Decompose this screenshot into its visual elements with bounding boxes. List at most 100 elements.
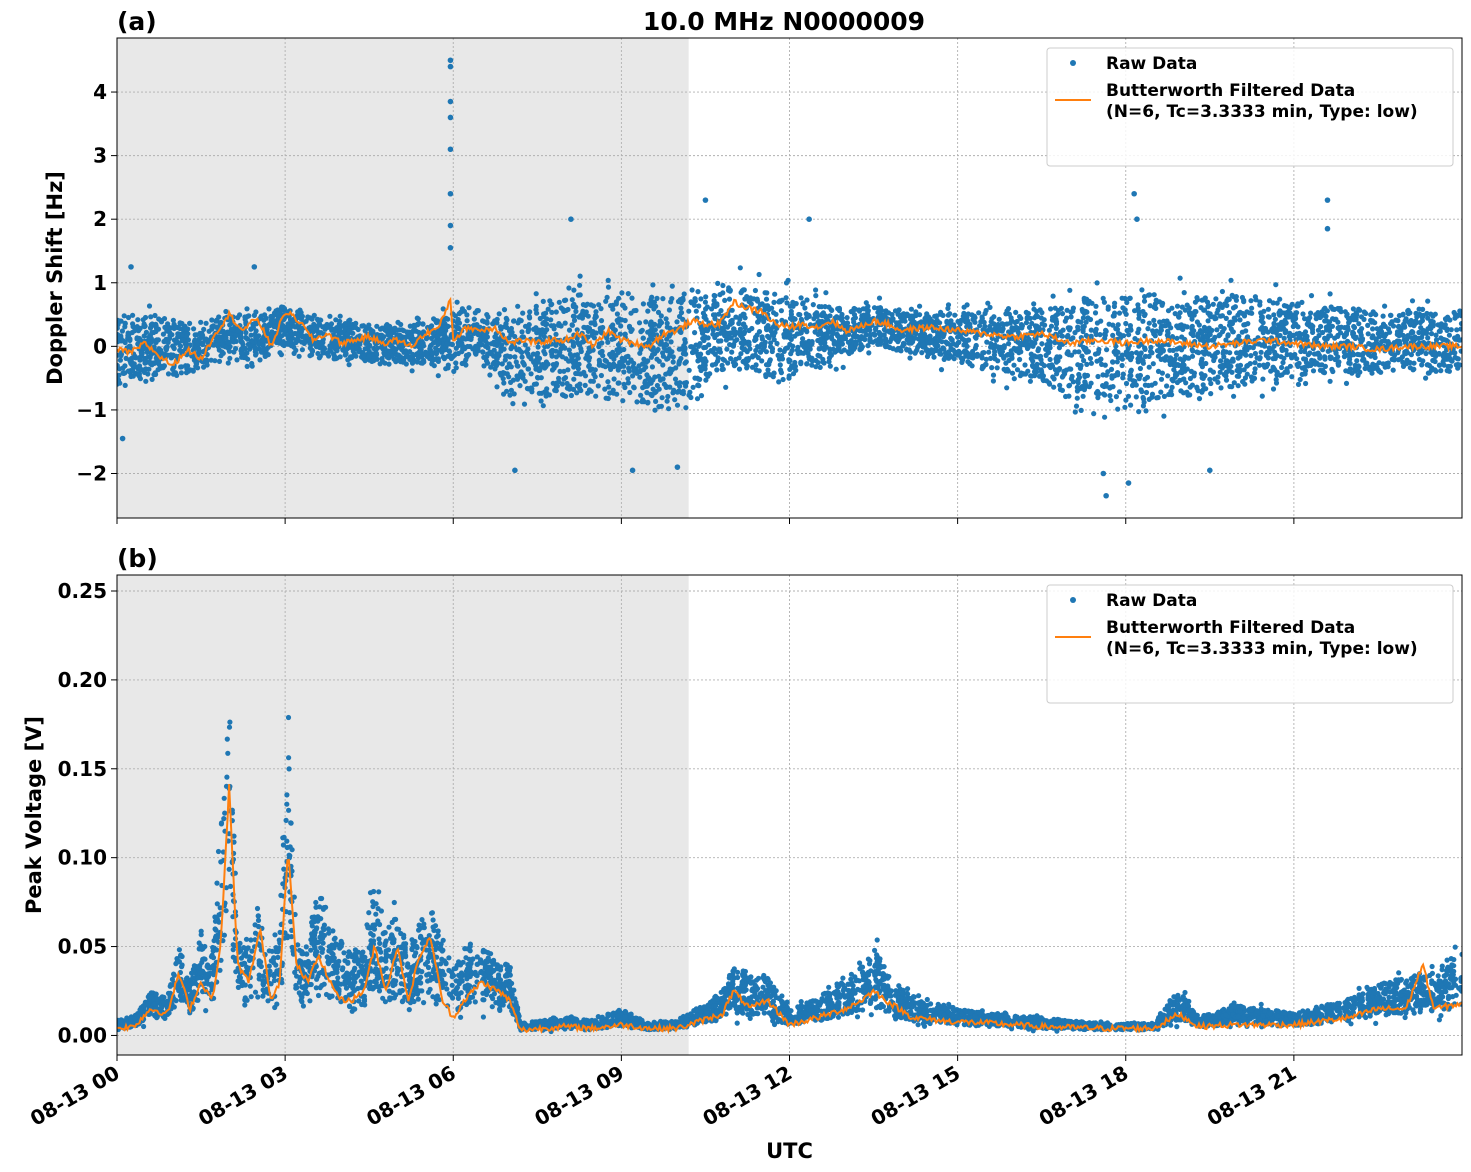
raw-data-point [1101,299,1107,305]
raw-data-point [742,296,748,302]
raw-data-point [667,353,673,359]
raw-data-point [679,390,685,396]
raw-data-point [1240,379,1246,385]
raw-data-point [196,348,202,355]
raw-data-point [741,330,747,337]
raw-data-point [813,364,819,370]
raw-data-point [651,306,657,312]
raw-data-point [141,369,148,375]
raw-data-point [528,371,534,377]
raw-data-point [776,379,782,385]
raw-data-point [1273,282,1279,288]
raw-data-point [1273,330,1279,336]
raw-data-point [1252,370,1258,376]
raw-data-point [674,319,680,325]
raw-data-point [1266,298,1273,304]
raw-data-point [1086,298,1092,304]
raw-data-point [1355,351,1361,357]
raw-data-point [223,308,229,315]
raw-data-point [1000,353,1006,359]
raw-data-point [671,387,677,393]
raw-data-point [1119,352,1125,358]
raw-data-point [536,327,542,333]
raw-data-point [1046,327,1052,333]
raw-data-point [1075,324,1081,330]
raw-data-point [459,349,465,355]
raw-data-point [867,331,874,338]
raw-data-point [786,375,792,381]
raw-data-point [906,340,912,346]
raw-data-point [161,363,167,369]
raw-data-point [485,345,491,351]
raw-data-point [664,356,670,362]
raw-data-point [574,327,580,333]
raw-data-point [853,341,859,347]
raw-data-point [616,380,622,386]
raw-data-point [1265,329,1271,335]
raw-data-point [948,318,954,324]
raw-data-point [1143,408,1149,414]
raw-data-point [872,326,879,332]
raw-data-point [1294,356,1300,362]
raw-data-point [574,335,580,342]
raw-data-point [1031,369,1038,375]
raw-data-point [1011,362,1017,368]
raw-data-point [445,362,451,368]
raw-data-point [228,326,234,332]
raw-data-point [428,342,434,348]
raw-data-point [622,317,628,324]
raw-data-point [1333,316,1339,322]
raw-data-point [1215,379,1221,385]
raw-data-point [1113,394,1119,400]
raw-data-point [878,337,884,343]
raw-data-point [1447,363,1453,369]
raw-data-point [403,348,409,354]
raw-data-point [366,343,372,349]
raw-data-point [1087,355,1093,362]
raw-data-point [698,393,705,399]
raw-data-point [1102,335,1108,341]
raw-data-point [804,361,810,367]
raw-data-point [665,393,671,400]
raw-data-point [950,341,957,347]
raw-data-point [130,324,136,330]
raw-data-point [1123,320,1129,327]
raw-data-point [717,292,723,298]
raw-data-point [1241,313,1248,319]
raw-data-point [919,337,925,343]
raw-data-point [794,347,801,353]
raw-data-point [1177,310,1183,316]
shaded-region [117,38,689,518]
raw-data-point [651,299,658,305]
raw-data-point [983,361,989,368]
raw-data-point [582,382,588,388]
raw-data-point [1396,323,1402,329]
raw-data-point [1458,326,1462,332]
raw-data-point [510,401,516,407]
raw-data-point [1174,379,1180,386]
raw-data-point [177,347,183,353]
raw-data-point [1146,396,1152,402]
raw-data-point [945,312,951,318]
raw-data-point [1183,380,1189,386]
raw-data-point [1230,329,1236,335]
raw-data-point [683,405,689,411]
raw-data-point [1457,362,1462,368]
raw-data-point [1062,318,1068,324]
raw-data-point [1265,306,1271,312]
raw-data-point [1025,310,1031,317]
raw-data-point [827,350,833,356]
raw-data-point [1385,339,1391,345]
raw-data-point [177,326,183,332]
raw-data-point [1425,362,1431,368]
raw-data-point [1292,351,1298,358]
raw-data-point [1057,382,1063,388]
raw-data-point [515,363,521,369]
raw-data-point [897,323,903,329]
raw-data-point [179,332,185,338]
raw-data-point [153,325,159,331]
raw-data-point [395,327,401,333]
raw-data-point [1033,312,1039,319]
raw-data-point [1080,308,1086,315]
raw-data-point [541,348,547,354]
